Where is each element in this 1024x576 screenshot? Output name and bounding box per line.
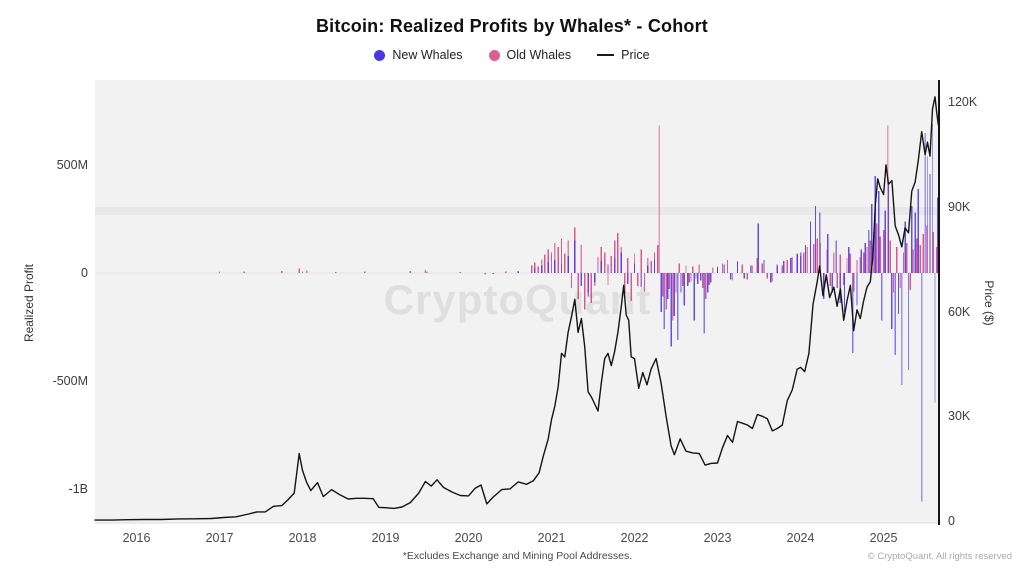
x-axis-tick: 2021 <box>537 531 566 545</box>
right-axis-tick: 30K <box>948 409 971 424</box>
left-axis-tick: 0 <box>81 266 88 280</box>
x-axis-tick: 2016 <box>122 531 151 545</box>
old-whales-dot-icon <box>488 49 500 61</box>
right-axis-title: Price ($) <box>982 280 996 326</box>
x-axis-tick: 2025 <box>869 531 898 545</box>
legend-item-label: Price <box>621 48 650 62</box>
legend-item-old-whales[interactable]: Old Whales <box>488 48 572 62</box>
chart-footnote: *Excludes Exchange and Mining Pool Addre… <box>402 550 633 562</box>
right-axis-tick: 120K <box>948 95 978 109</box>
x-axis-tick: 2022 <box>620 531 649 545</box>
legend-item-price[interactable]: Price <box>597 48 650 62</box>
x-axis-tick: 2024 <box>786 531 815 545</box>
left-axis-tick: -1B <box>68 481 88 496</box>
right-axis-tick: 90K <box>948 199 971 214</box>
copyright-text: © CryptoQuant. All rights reserved <box>867 551 1012 562</box>
x-axis-tick: 2017 <box>205 531 234 545</box>
price-line-icon <box>597 54 615 56</box>
plot-area[interactable] <box>95 80 940 523</box>
legend-item-label: New Whales <box>392 48 463 62</box>
right-axis-tick: 60K <box>948 304 971 319</box>
legend-item-new-whales[interactable]: New Whales <box>374 48 463 62</box>
legend: New Whales Old Whales Price <box>0 48 1024 62</box>
x-axis-tick: 2023 <box>703 531 732 545</box>
highlight-band <box>95 206 940 215</box>
x-axis-tick: 2020 <box>454 531 483 545</box>
legend-item-label: Old Whales <box>506 48 572 62</box>
right-axis-tick: 0 <box>948 514 955 528</box>
x-axis-tick: 2018 <box>288 531 317 545</box>
left-axis-tick: -500M <box>52 373 88 388</box>
left-axis-tick: 500M <box>56 158 88 173</box>
new-whales-dot-icon <box>374 49 386 61</box>
chart-title: Bitcoin: Realized Profits by Whales* - C… <box>315 16 709 36</box>
right-axis-line <box>938 80 940 525</box>
x-axis-tick: 2019 <box>371 531 400 545</box>
left-axis-title: Realized Profit <box>22 263 36 343</box>
